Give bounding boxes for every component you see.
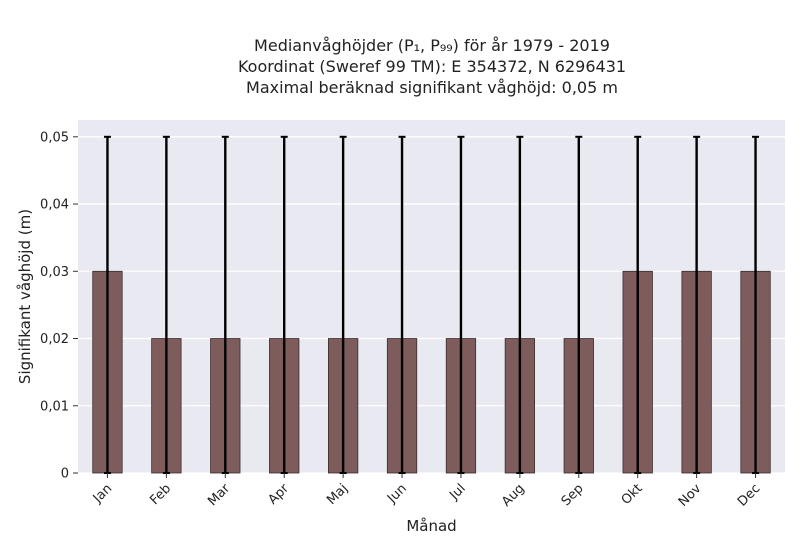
y-axis-label: Signifikant våghöjd (m) — [16, 209, 34, 384]
y-axis-ticks: 0 0,01 0,02 0,03 0,04 0,05 — [40, 130, 78, 482]
error-bars — [103, 135, 760, 474]
title-line: Maximal beräknad signifikant våghöjd: 0,… — [246, 78, 618, 97]
x-tick-label: Sep — [559, 481, 587, 509]
x-tick-label: Maj — [324, 481, 351, 508]
x-axis-ticks: Jan Feb Mar Apr Maj Jun Jul Aug Sep Okt Nov Dec — [90, 473, 763, 510]
x-tick-label: Dec — [735, 481, 763, 509]
y-tick-label: 0 — [61, 467, 69, 482]
chart-title: Medianvåghöjder (P₁, P₉₉) för år 1979 - … — [238, 36, 626, 97]
x-axis-label: Månad — [406, 517, 456, 535]
x-tick-label: Okt — [619, 481, 646, 508]
y-tick-label: 0,02 — [40, 332, 69, 347]
plot-area — [78, 120, 785, 473]
x-tick-label: Apr — [266, 481, 293, 508]
y-tick-label: 0,04 — [40, 198, 69, 213]
x-tick-label: Nov — [676, 481, 705, 510]
gridlines — [78, 136, 785, 474]
title-line: Koordinat (Sweref 99 TM): E 354372, N 62… — [238, 57, 626, 76]
title-line: Medianvåghöjder (P₁, P₉₉) för år 1979 - … — [254, 36, 610, 55]
x-tick-label: Jun — [384, 481, 410, 507]
x-tick-label: Feb — [147, 481, 174, 508]
x-tick-label: Jan — [90, 481, 115, 506]
x-tick-label: Aug — [499, 481, 528, 510]
y-tick-label: 0,03 — [40, 265, 69, 280]
y-tick-label: 0,01 — [40, 399, 69, 414]
x-tick-label: Mar — [205, 481, 233, 509]
y-tick-label: 0,05 — [40, 130, 69, 145]
x-tick-label: Jul — [446, 481, 468, 503]
